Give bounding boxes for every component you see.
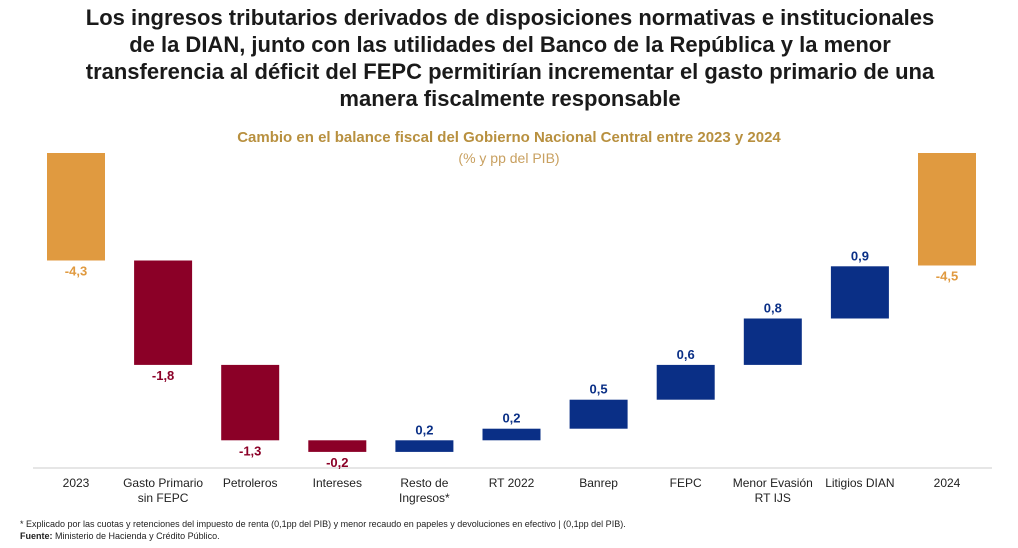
value-label: 0,2 [502,411,520,426]
value-label: -4,3 [65,264,87,279]
x-tick-label: FEPC [669,476,702,490]
source-line: Fuente: Ministerio de Hacienda y Crédito… [20,530,626,542]
unit-note: (% y pp del PIB) [458,150,560,166]
x-tick-label: Litigios DIAN [825,476,895,490]
chart-title: Los ingresos tributarios derivados de di… [85,5,935,111]
x-tick-label: Menor Evasión RT IJS [732,476,813,505]
value-label: -4,5 [936,269,958,284]
bar [656,364,715,400]
bar [918,153,976,266]
bar [221,364,280,441]
x-tick-label: Resto de Ingresos* [399,476,450,505]
x-tick-label: Petroleros [222,476,278,490]
value-label: 0,5 [590,382,608,397]
footnote: * Explicado por las cuotas y retenciones… [20,519,626,529]
bar [395,440,454,452]
footnotes: * Explicado por las cuotas y retenciones… [20,518,626,542]
bar [134,260,193,365]
bar [47,153,105,261]
value-label: 0,6 [677,347,695,362]
x-tick-label: Banrep [579,476,618,490]
chart-subtitle: Cambio en el balance fiscal del Gobierno… [237,129,781,146]
bar [830,266,889,319]
value-label: 0,2 [415,422,433,437]
value-label: 0,9 [851,248,869,263]
source: Ministerio de Hacienda y Crédito Público… [55,531,220,541]
value-label: -0,2 [326,455,348,470]
x-tick-label: Intereses [312,476,362,490]
bar [482,428,541,441]
value-label: -1,3 [239,443,261,458]
x-tick-label: 2023 [62,476,90,490]
bar [569,399,628,429]
source-label: Fuente: [20,531,53,541]
x-tick-label: 2024 [933,476,961,490]
x-tick-label: RT 2022 [488,476,535,490]
bar [308,440,367,452]
bar [743,318,802,365]
value-label: 0,8 [764,301,782,316]
x-tick-label: Gasto Primario sin FEPC [123,476,204,505]
value-label: -1,8 [152,368,174,383]
